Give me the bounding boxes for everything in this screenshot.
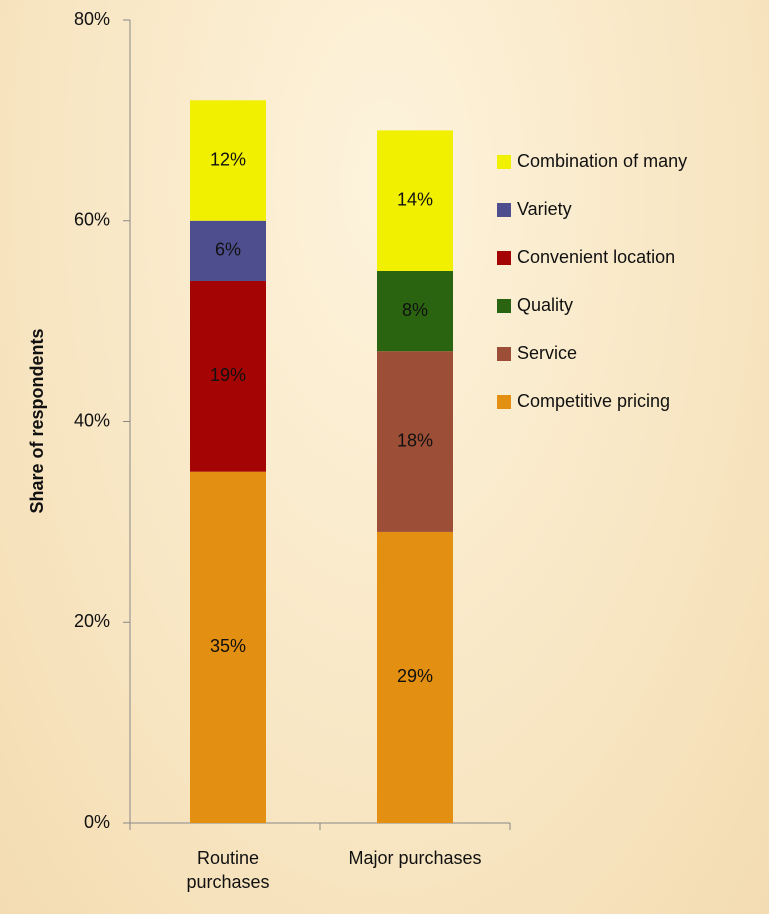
bar-segment [377, 351, 453, 532]
y-tick-label: 0% [84, 812, 110, 832]
data-label: 19% [210, 365, 246, 385]
legend-label: Service [517, 343, 577, 363]
legend-label: Competitive pricing [517, 391, 670, 411]
data-label: 14% [397, 189, 433, 209]
y-axis-label: Share of respondents [27, 328, 47, 513]
x-tick-label: Major purchases [348, 848, 482, 868]
data-label: 35% [210, 636, 246, 656]
legend-label: Combination of many [517, 151, 687, 171]
bar-segment [190, 471, 266, 823]
bar-segment [377, 130, 453, 271]
data-label: 6% [215, 240, 241, 260]
legend-swatch [497, 299, 511, 313]
bar-segment [190, 100, 266, 221]
y-tick-label: 60% [74, 210, 110, 230]
legend-label: Quality [517, 295, 573, 315]
y-tick-label: 20% [74, 611, 110, 631]
legend-swatch [497, 251, 511, 265]
legend-label: Variety [517, 199, 572, 219]
legend-swatch [497, 347, 511, 361]
legend-swatch [497, 155, 511, 169]
legend-label: Convenient location [517, 247, 675, 267]
legend-swatch [497, 203, 511, 217]
data-label: 18% [397, 430, 433, 450]
y-tick-label: 40% [74, 410, 110, 430]
y-tick-label: 80% [74, 9, 110, 29]
data-label: 12% [210, 149, 246, 169]
legend-swatch [497, 395, 511, 409]
bar-segment [377, 531, 453, 823]
bar-segment [377, 270, 453, 352]
bar-segment [190, 280, 266, 472]
data-label: 8% [402, 300, 428, 320]
data-label: 29% [397, 666, 433, 686]
bar-segment [190, 220, 266, 281]
x-tick-label: Routine purchases [186, 848, 270, 892]
